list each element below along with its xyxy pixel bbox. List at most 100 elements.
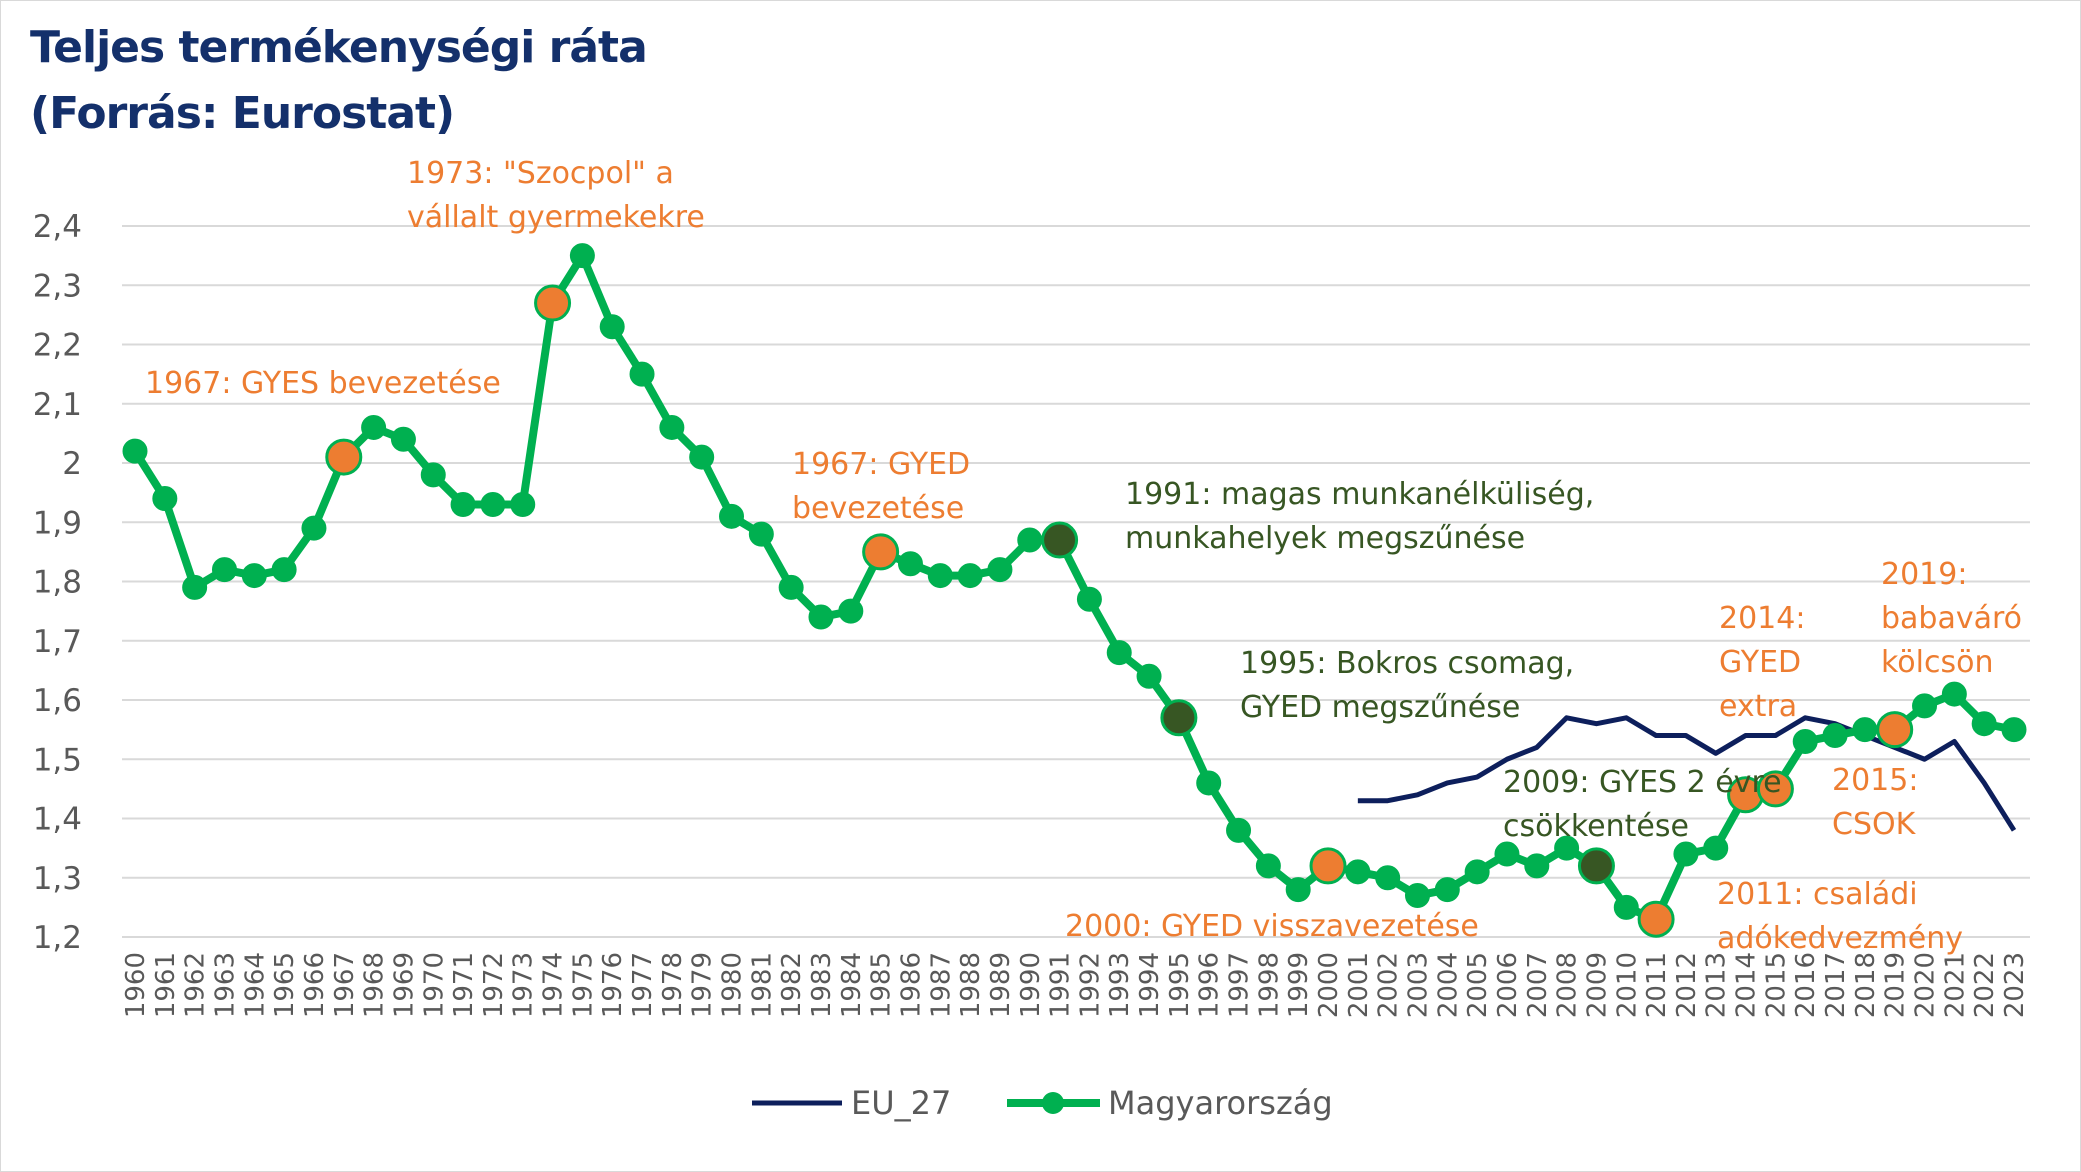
chart-subtitle: (Forrás: Eurostat) bbox=[30, 88, 455, 139]
x-tick-label: 1993 bbox=[1105, 952, 1135, 1018]
x-tick-label: 1963 bbox=[210, 952, 240, 1018]
y-tick-label: 1,8 bbox=[33, 565, 82, 601]
x-tick-label: 1966 bbox=[300, 952, 330, 1018]
y-tick-label: 1,3 bbox=[33, 861, 82, 897]
x-tick-label: 1960 bbox=[121, 952, 151, 1018]
data-point bbox=[390, 426, 416, 452]
x-tick-label: 2004 bbox=[1433, 952, 1463, 1018]
data-point bbox=[1941, 681, 1967, 707]
data-point bbox=[748, 521, 774, 547]
x-tick-label: 2018 bbox=[1851, 952, 1881, 1018]
annotation-a1967: 1967: GYES bevezetése bbox=[145, 366, 501, 401]
data-point bbox=[1106, 640, 1132, 666]
x-tick-label: 1965 bbox=[270, 952, 300, 1018]
annotation-a2011: adókedvezmény bbox=[1717, 921, 1963, 956]
annotation-a1991: 1991: magas munkanélküliség, bbox=[1125, 477, 1594, 512]
x-tick-label: 1962 bbox=[181, 952, 211, 1018]
x-tick-label: 1961 bbox=[151, 952, 181, 1018]
annotation-a2019: babaváró bbox=[1881, 601, 2022, 636]
chart-title: Teljes termékenységi ráta bbox=[30, 22, 648, 73]
policy-point-dark bbox=[1041, 521, 1079, 559]
x-tick-label: 1970 bbox=[419, 952, 449, 1018]
data-point bbox=[211, 557, 237, 583]
x-tick-label: 2022 bbox=[1970, 952, 2000, 1018]
annotation-a1985: bevezetése bbox=[792, 491, 964, 526]
legend-hungary-marker bbox=[1042, 1092, 1064, 1114]
data-point bbox=[2001, 717, 2027, 743]
x-tick-label: 1982 bbox=[777, 952, 807, 1018]
policy-point-orange bbox=[1876, 711, 1914, 749]
data-point bbox=[1464, 859, 1490, 885]
data-point bbox=[1673, 841, 1699, 867]
legend-hungary-label: Magyarország bbox=[1108, 1084, 1333, 1122]
x-tick-label: 1997 bbox=[1225, 952, 1255, 1018]
data-point bbox=[1912, 693, 1938, 719]
x-tick-label: 2014 bbox=[1732, 952, 1762, 1018]
data-point bbox=[1136, 663, 1162, 689]
x-tick-label: 2019 bbox=[1881, 952, 1911, 1018]
y-tick-label: 2,3 bbox=[33, 268, 82, 304]
data-point bbox=[1792, 728, 1818, 754]
x-tick-label: 1999 bbox=[1284, 952, 1314, 1018]
annotation-a1973: 1973: "Szocpol" a bbox=[407, 156, 674, 191]
data-point bbox=[808, 604, 834, 630]
x-tick-label: 1974 bbox=[539, 952, 569, 1018]
x-tick-label: 2010 bbox=[1612, 952, 1642, 1018]
hungary-line bbox=[131, 251, 2015, 924]
x-tick-label: 1991 bbox=[1046, 952, 1076, 1018]
policy-point-orange bbox=[1637, 900, 1675, 938]
data-point bbox=[927, 563, 953, 589]
x-tick-label: 2021 bbox=[1940, 952, 1970, 1018]
y-tick-label: 2,4 bbox=[33, 209, 82, 245]
data-point bbox=[689, 444, 715, 470]
policy-point-dark bbox=[1577, 847, 1615, 885]
data-point bbox=[420, 462, 446, 488]
annotation-a2014: GYED bbox=[1719, 645, 1801, 680]
data-point bbox=[1852, 717, 1878, 743]
annotation-a2019: kölcsön bbox=[1881, 645, 1994, 680]
data-point bbox=[778, 574, 804, 600]
data-point bbox=[450, 491, 476, 517]
x-tick-label: 1995 bbox=[1165, 952, 1195, 1018]
data-point bbox=[569, 243, 595, 269]
data-point bbox=[897, 551, 923, 577]
annotation-a2019: 2019: bbox=[1881, 557, 1967, 592]
x-tick-label: 1994 bbox=[1135, 952, 1165, 1018]
annotation-a2014: extra bbox=[1719, 689, 1797, 724]
annotation-a2011: 2011: családi bbox=[1717, 877, 1918, 912]
x-tick-label: 2007 bbox=[1523, 952, 1553, 1018]
x-tick-label: 2003 bbox=[1403, 952, 1433, 1018]
x-tick-label: 2000 bbox=[1314, 952, 1344, 1018]
x-tick-label: 2006 bbox=[1493, 952, 1523, 1018]
x-tick-label: 1986 bbox=[896, 952, 926, 1018]
policy-point-orange bbox=[534, 284, 572, 322]
x-tick-label: 1976 bbox=[598, 952, 628, 1018]
data-point bbox=[659, 414, 685, 440]
data-point bbox=[1404, 883, 1430, 909]
x-tick-label: 2023 bbox=[2000, 952, 2030, 1018]
x-tick-label: 1984 bbox=[837, 952, 867, 1018]
data-point bbox=[361, 414, 387, 440]
data-point bbox=[122, 438, 148, 464]
x-tick-label: 2015 bbox=[1761, 952, 1791, 1018]
data-point bbox=[719, 503, 745, 529]
data-point bbox=[629, 361, 655, 387]
x-tick-label: 1980 bbox=[718, 952, 748, 1018]
y-tick-label: 1,4 bbox=[33, 802, 82, 838]
data-point bbox=[510, 491, 536, 517]
y-tick-label: 1,5 bbox=[33, 742, 82, 778]
x-tick-label: 1990 bbox=[1016, 952, 1046, 1018]
annotation-a2015: 2015: bbox=[1832, 763, 1918, 798]
annotation-a1991: munkahelyek megszűnése bbox=[1125, 521, 1525, 556]
y-tick-label: 1,2 bbox=[33, 920, 82, 956]
x-tick-label: 1968 bbox=[360, 952, 390, 1018]
data-point bbox=[1285, 877, 1311, 903]
data-point bbox=[1017, 527, 1043, 553]
x-tick-label: 2020 bbox=[1911, 952, 1941, 1018]
x-tick-label: 1967 bbox=[330, 952, 360, 1018]
x-tick-label: 2005 bbox=[1463, 952, 1493, 1018]
data-point bbox=[1226, 817, 1252, 843]
y-tick-label: 2,2 bbox=[33, 328, 82, 364]
x-tick-label: 1992 bbox=[1075, 952, 1105, 1018]
annotation-a1973: vállalt gyermekekre bbox=[407, 200, 705, 235]
